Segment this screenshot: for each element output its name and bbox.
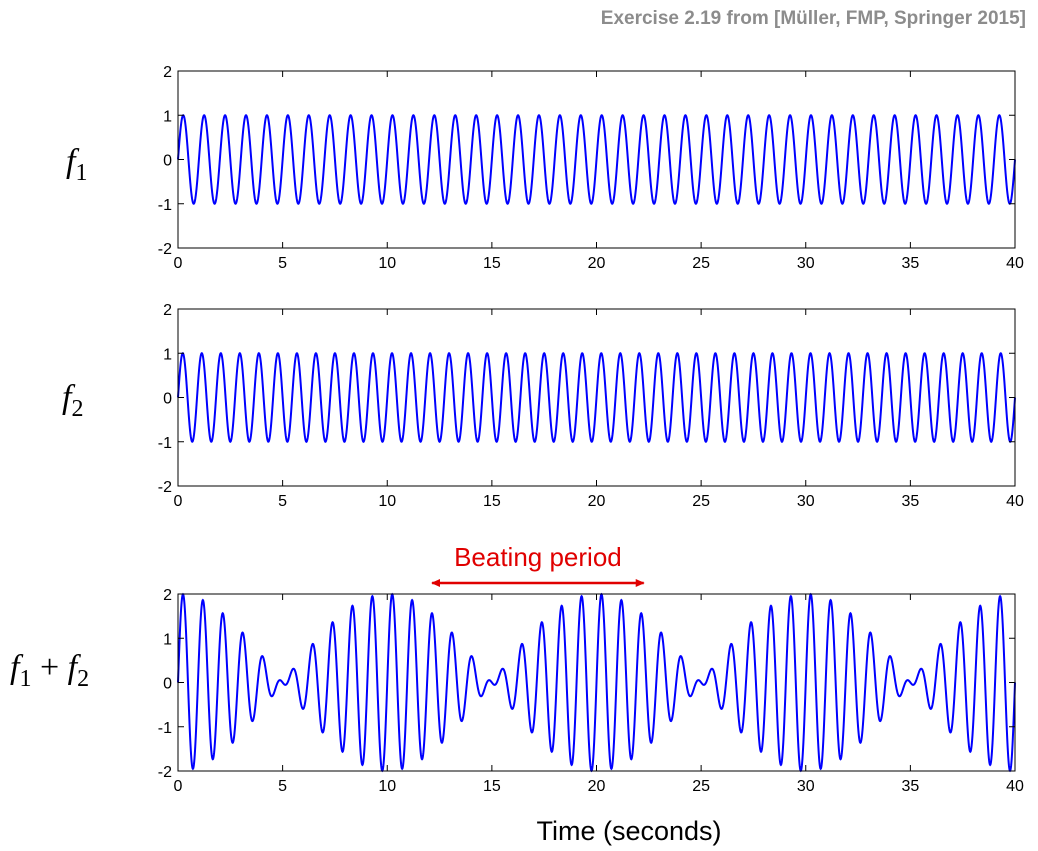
x-tick-label: 5: [278, 493, 287, 510]
panel-label: f1 + f2: [10, 649, 89, 692]
y-tick-label: -2: [158, 764, 172, 781]
x-tick-label: 35: [901, 255, 919, 272]
x-tick-label: 0: [174, 493, 183, 510]
x-tick-label: 0: [174, 255, 183, 272]
x-tick-label: 25: [692, 778, 710, 795]
x-tick-label: 25: [692, 255, 710, 272]
y-tick-label: 0: [163, 153, 172, 170]
y-tick-label: 2: [163, 302, 172, 319]
x-tick-label: 30: [797, 778, 815, 795]
y-tick-label: 0: [163, 391, 172, 408]
x-tick-label: 15: [483, 255, 501, 272]
y-tick-label: -2: [158, 479, 172, 496]
x-axis-label: Time (seconds): [536, 816, 721, 846]
y-tick-label: 2: [163, 64, 172, 81]
x-tick-label: 20: [588, 255, 606, 272]
x-tick-label: 35: [901, 778, 919, 795]
y-tick-label: 1: [163, 631, 172, 648]
x-tick-label: 30: [797, 255, 815, 272]
annotation-label: Beating period: [454, 542, 622, 572]
panel-label: f1: [66, 143, 87, 186]
y-tick-label: -1: [158, 720, 172, 737]
x-tick-label: 20: [588, 493, 606, 510]
x-tick-label: 20: [588, 778, 606, 795]
x-tick-label: 5: [278, 778, 287, 795]
x-tick-label: 40: [1006, 778, 1024, 795]
y-tick-label: 0: [163, 676, 172, 693]
x-tick-label: 10: [378, 255, 396, 272]
series-line: [178, 115, 1015, 204]
x-tick-label: 10: [378, 493, 396, 510]
y-tick-label: 1: [163, 346, 172, 363]
y-tick-label: -1: [158, 435, 172, 452]
x-tick-label: 40: [1006, 255, 1024, 272]
x-tick-label: 35: [901, 493, 919, 510]
x-tick-label: 25: [692, 493, 710, 510]
x-tick-label: 30: [797, 493, 815, 510]
panel-label: f2: [62, 379, 83, 422]
x-tick-label: 5: [278, 255, 287, 272]
x-tick-label: 15: [483, 493, 501, 510]
series-line: [178, 353, 1015, 442]
y-tick-label: 2: [163, 587, 172, 604]
x-tick-label: 40: [1006, 493, 1024, 510]
x-tick-label: 10: [378, 778, 396, 795]
series-line: [178, 594, 1015, 771]
x-tick-label: 0: [174, 778, 183, 795]
y-tick-label: -1: [158, 197, 172, 214]
y-tick-label: 1: [163, 108, 172, 125]
x-tick-label: 15: [483, 778, 501, 795]
y-tick-label: -2: [158, 241, 172, 258]
